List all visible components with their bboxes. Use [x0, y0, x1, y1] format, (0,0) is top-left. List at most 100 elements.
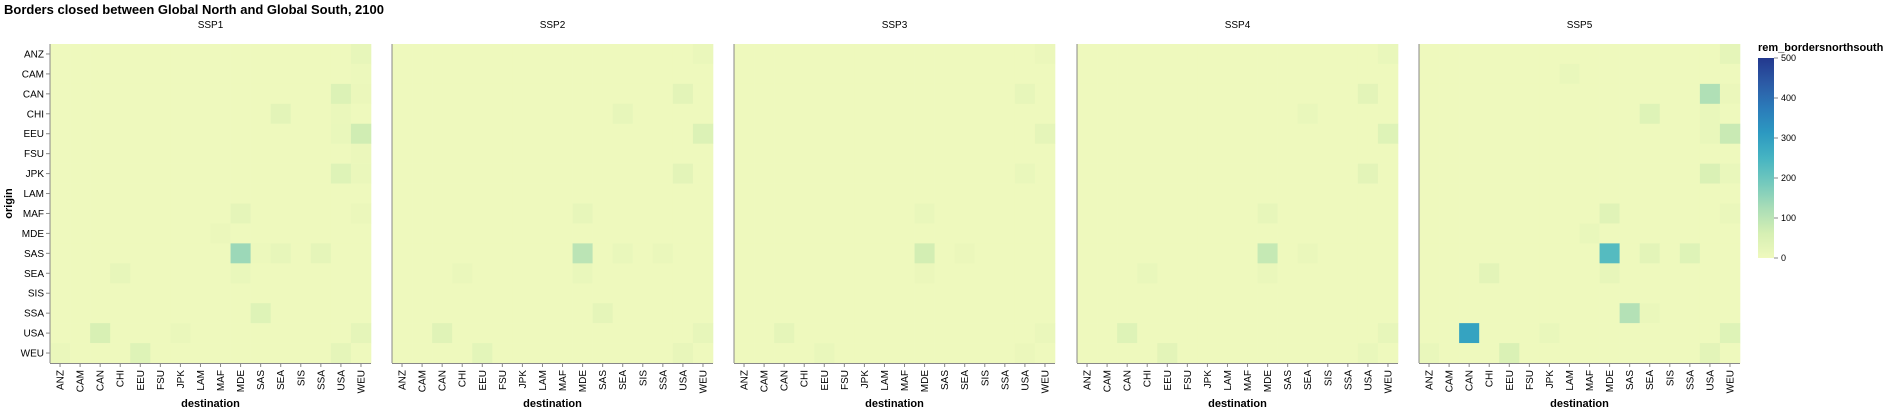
heatmap-cell — [412, 343, 433, 364]
heatmap-cell — [1479, 63, 1500, 85]
heatmap-cell — [1479, 303, 1500, 324]
heatmap-cell — [1257, 263, 1278, 284]
heatmap-cell — [412, 263, 433, 284]
heatmap-cell — [1679, 103, 1701, 125]
heatmap-cell — [1014, 44, 1036, 65]
heatmap-cell — [452, 283, 473, 304]
heatmap-cell — [692, 203, 714, 224]
heatmap-cell — [1097, 63, 1118, 85]
heatmap-cell — [250, 183, 271, 204]
heatmap-cell — [412, 203, 433, 224]
heatmap-cell — [974, 143, 996, 164]
heatmap-cell — [1034, 63, 1056, 85]
heatmap-cell — [90, 143, 111, 164]
heatmap-cell — [1317, 183, 1339, 204]
heatmap-cell — [1014, 83, 1036, 105]
heatmap-cell — [572, 323, 593, 344]
heatmap-cell — [1459, 323, 1480, 344]
heatmap-cell — [1659, 103, 1681, 125]
heatmap-cell — [692, 123, 714, 144]
heatmap-cell — [50, 263, 71, 284]
heatmap-cell — [1639, 103, 1661, 125]
heatmap-cell — [1097, 243, 1118, 264]
heatmap-cell — [1599, 163, 1620, 184]
heatmap-cell — [734, 323, 755, 344]
heatmap-cell — [1599, 283, 1620, 304]
heatmap-cell — [130, 63, 151, 85]
heatmap-cell — [734, 143, 755, 164]
heatmap-cell — [1034, 263, 1056, 284]
heatmap-cell — [1177, 203, 1198, 224]
heatmap-cell — [794, 263, 815, 284]
heatmap-cell — [652, 283, 674, 304]
heatmap-cell — [672, 223, 694, 244]
heatmap-cell — [1579, 343, 1600, 364]
heatmap-cell — [1157, 83, 1178, 105]
heatmap-cell — [754, 323, 775, 344]
heatmap-cell — [250, 343, 271, 364]
heatmap-cell — [50, 303, 71, 324]
heatmap-cell — [1297, 303, 1319, 324]
x-tick-label: MAF — [558, 370, 569, 391]
heatmap-cell — [692, 323, 714, 344]
heatmap-cell — [472, 123, 493, 144]
heatmap-cell — [1197, 44, 1218, 65]
heatmap-cell — [1197, 203, 1218, 224]
heatmap-cell — [90, 103, 111, 125]
heatmap-cell — [330, 123, 352, 144]
heatmap-cell — [50, 143, 71, 164]
heatmap-cell — [1579, 243, 1600, 264]
heatmap-cell — [1659, 183, 1681, 204]
heatmap-cell — [1257, 44, 1278, 65]
heatmap-cell — [50, 203, 71, 224]
heatmap-cell — [834, 123, 855, 144]
heatmap-cell — [330, 323, 352, 344]
heatmap-cell — [934, 83, 955, 105]
heatmap-cell — [934, 243, 955, 264]
heatmap-cell — [1499, 223, 1520, 244]
heatmap-cell — [1177, 183, 1198, 204]
y-tick-label: SIS — [28, 289, 44, 300]
heatmap-cell — [350, 243, 372, 264]
heatmap-cell — [452, 223, 473, 244]
heatmap-cell — [632, 243, 654, 264]
heatmap-cell — [794, 63, 815, 85]
heatmap-cell — [1499, 323, 1520, 344]
heatmap-cell — [1277, 283, 1298, 304]
heatmap-cell — [794, 323, 815, 344]
heatmap-cell — [150, 303, 171, 324]
heatmap-cell — [210, 263, 231, 284]
heatmap-cell — [934, 283, 955, 304]
heatmap-cell — [1377, 323, 1399, 344]
heatmap-cell — [110, 243, 131, 264]
heatmap-cell — [974, 343, 996, 364]
heatmap-cell — [1599, 343, 1620, 364]
legend-title: rem_bordersnorthsouth — [1758, 42, 1884, 54]
heatmap-cell — [612, 163, 634, 184]
heatmap-cell — [130, 103, 151, 125]
heatmap-cell — [432, 243, 453, 264]
heatmap-cell — [1197, 343, 1218, 364]
heatmap-cell — [834, 183, 855, 204]
heatmap-cell — [1197, 183, 1218, 204]
heatmap-cell — [974, 183, 996, 204]
heatmap-cell — [130, 303, 151, 324]
heatmap-cell — [270, 163, 292, 184]
heatmap-cell — [552, 323, 573, 344]
heatmap-cell — [974, 44, 996, 65]
heatmap-cell — [90, 343, 111, 364]
heatmap-cell — [794, 123, 815, 144]
y-tick-label: ANZ — [24, 49, 44, 60]
heatmap-cell — [210, 83, 231, 105]
heatmap-cell — [270, 243, 292, 264]
x-tick-label: SEA — [618, 370, 629, 390]
heatmap-cell — [492, 103, 513, 125]
heatmap-cell — [794, 303, 815, 324]
y-tick-label: EEU — [23, 129, 44, 140]
heatmap-cell — [1137, 203, 1158, 224]
x-tick-label: MAF — [1585, 370, 1596, 391]
heatmap-cell — [1539, 103, 1560, 125]
heatmap-cell — [1177, 243, 1198, 264]
heatmap-cell — [1679, 223, 1701, 244]
heatmap-cell — [1419, 83, 1440, 105]
